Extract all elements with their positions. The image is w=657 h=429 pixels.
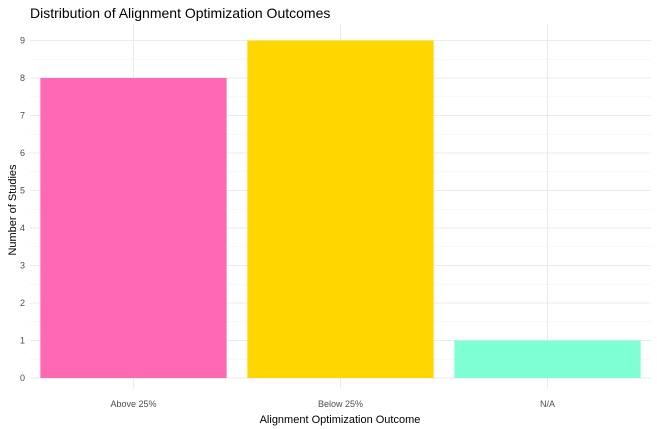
y-tick-label: 2 [20,298,25,308]
y-tick-label: 4 [20,223,25,233]
bar [40,78,227,378]
bar [247,40,434,378]
y-tick-label: 6 [20,148,25,158]
chart-title: Distribution of Alignment Optimization O… [30,5,330,21]
x-tick-label: Below 25% [318,399,363,409]
y-tick-label: 8 [20,73,25,83]
y-tick-label: 3 [20,261,25,271]
x-axis-title: Alignment Optimization Outcome [260,414,421,426]
x-tick-label: Above 25% [110,399,156,409]
bar [454,340,641,378]
y-axis-title: Number of Studies [7,164,19,256]
y-tick-label: 7 [20,111,25,121]
y-tick-labels: 0 1 2 3 4 5 6 7 8 9 [20,36,25,384]
y-tick-label: 5 [20,186,25,196]
x-tick-label: N/A [540,399,555,409]
x-tick-labels: Above 25% Below 25% N/A [110,399,555,409]
y-tick-label: 9 [20,36,25,46]
y-tick-label: 0 [20,373,25,383]
bars [40,40,641,378]
y-tick-label: 1 [20,336,25,346]
